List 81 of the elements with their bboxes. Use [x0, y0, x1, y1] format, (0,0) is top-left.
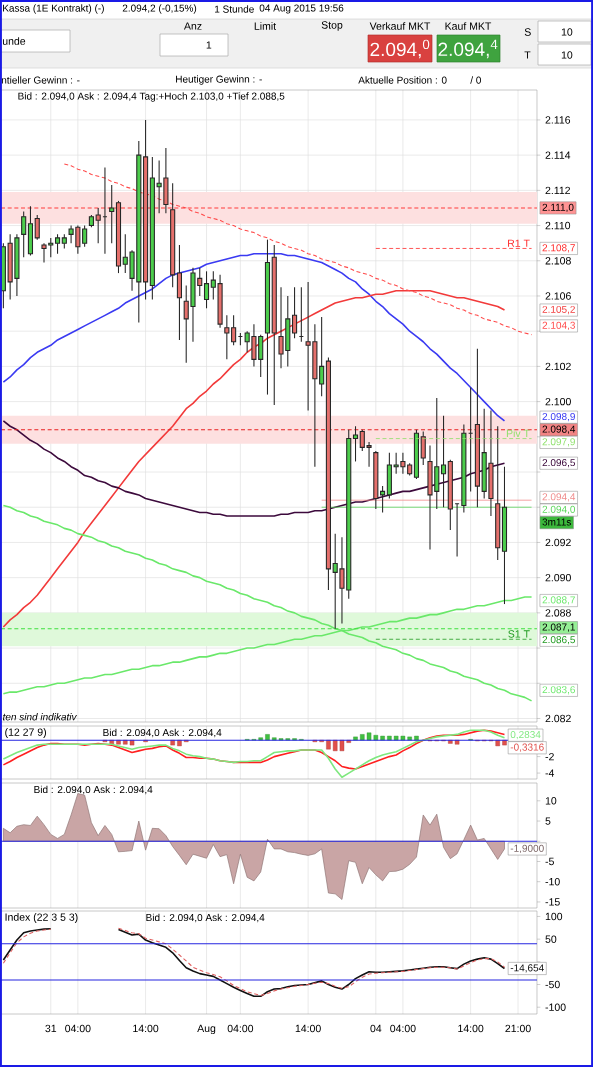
text: Kassa (1E Kontrakt) (-) — [3, 4, 104, 14]
chart-title: Index (22 3 5 3) — [5, 913, 78, 923]
text: 2.087,1 — [542, 623, 575, 632]
text: 1 Stunde — [215, 5, 254, 13]
x-tick-label: 14:00 — [133, 1024, 159, 1033]
text: Stop — [321, 21, 343, 31]
text: Kauf MKT — [445, 22, 492, 30]
y-tick-label: 2.088 — [545, 609, 571, 617]
text: unde — [2, 37, 26, 45]
x-tick-label: 14:00 — [295, 1024, 321, 1033]
y-tick-label: -2 — [545, 752, 554, 761]
chart-subtitle: Bid : 2.094,0 Ask : 2.094,4 Tag:+Hoch 2.103,0 +Tief 2.088,5 — [18, 92, 285, 102]
y-tick-label: -5 — [545, 857, 554, 866]
x-tick-label: Aug — [197, 1024, 216, 1035]
text: / 0 — [470, 76, 481, 84]
text: 2.096,5 — [542, 459, 576, 468]
y-tick-label: 2.100 — [545, 397, 571, 406]
y-tick-label: 2.082 — [545, 714, 571, 723]
x-tick-label: 31 — [45, 1024, 57, 1033]
text: 2.088,7 — [542, 596, 575, 605]
x-tick-label: 04 — [370, 1024, 382, 1033]
text: Verkauf MKT — [369, 22, 431, 30]
text: T — [524, 51, 531, 59]
text: Heutiger Gewinn : - — [176, 75, 262, 85]
text: 2.097,9 — [542, 438, 575, 447]
text: 2.104,3 — [542, 321, 575, 330]
text: 1 — [206, 41, 212, 49]
text: 2.094,0 — [542, 505, 576, 515]
x-tick-label: 14:00 — [458, 1024, 484, 1033]
text: 2.083,6 — [542, 686, 575, 695]
annotation: -0,3316 — [510, 743, 544, 752]
y-tick-label: 2.092 — [545, 538, 571, 547]
data-label: 0,2834 — [510, 730, 541, 740]
chart-subtitle: Bid : 2.094,0 Ask : 2.094,4 — [103, 728, 222, 738]
y-tick-label: 2.116 — [545, 116, 571, 124]
text: 2.108,7 — [542, 244, 575, 253]
y-tick-label: 2.108 — [545, 257, 571, 265]
text: 2.098,9 — [542, 412, 575, 422]
y-tick-label: -50 — [545, 980, 560, 989]
x-tick-label: 04:00 — [65, 1024, 91, 1033]
text: 2.105,2 — [542, 305, 575, 315]
series-label: Piv T — [506, 429, 530, 437]
series-label: R1 T — [508, 239, 530, 247]
y-tick-label: 100 — [545, 912, 563, 921]
text: 2.094,$^{0}$ — [370, 39, 430, 59]
text: 2.094,$^{4}$ — [438, 39, 498, 59]
y-tick-label: 2.110 — [545, 221, 571, 230]
text: 2.098,4 — [542, 425, 576, 434]
chart-subtitle: Bid : 2.094,0 Ask : 2.094,4 — [146, 913, 265, 923]
y-tick-label: -4 — [545, 769, 555, 777]
y-tick-label: 10 — [545, 797, 557, 805]
text: 3m11s — [542, 518, 571, 526]
x-tick-label: 04:00 — [390, 1024, 416, 1033]
series-label: S1 T — [508, 630, 530, 638]
y-tick-label: -15 — [545, 898, 560, 906]
text: 2.111,0 — [542, 203, 574, 213]
y-tick-label: 2.090 — [545, 573, 571, 582]
text: ntieller Gewinn : - — [1, 76, 80, 84]
chart-title: (12 27 9) — [5, 728, 46, 738]
annotation: -14,654 — [510, 964, 544, 973]
y-tick-label: -100 — [545, 1003, 566, 1011]
y-tick-label: 2.106 — [545, 292, 571, 300]
y-tick-label: 2.112 — [545, 186, 571, 195]
y-tick-label: -10 — [545, 877, 560, 886]
y-tick-label: 50 — [545, 935, 557, 943]
y-tick-label: 5 — [545, 817, 551, 825]
text: 2.094,2 (-0,15%) — [122, 4, 197, 14]
text: 2.086,5 — [542, 636, 576, 645]
text: Anz — [183, 22, 202, 30]
annotation: ten sind indikativ — [3, 713, 77, 721]
x-tick-label: 21:00 — [505, 1024, 531, 1033]
text: 2.094,4 — [542, 493, 576, 502]
y-tick-label: 2.114 — [545, 151, 571, 159]
data-label: -1,9000 — [510, 844, 544, 854]
text: Aktuelle Position : 0 — [358, 76, 447, 84]
text: 04 Aug 2015 19:56 — [259, 4, 344, 14]
chart-subtitle: Bid : 2.094,0 Ask : 2.094,4 — [34, 785, 153, 795]
text: S — [524, 28, 531, 36]
y-tick-label: 2.102 — [545, 362, 571, 371]
text: Limit — [254, 22, 277, 30]
x-tick-label: 04:00 — [227, 1024, 254, 1033]
